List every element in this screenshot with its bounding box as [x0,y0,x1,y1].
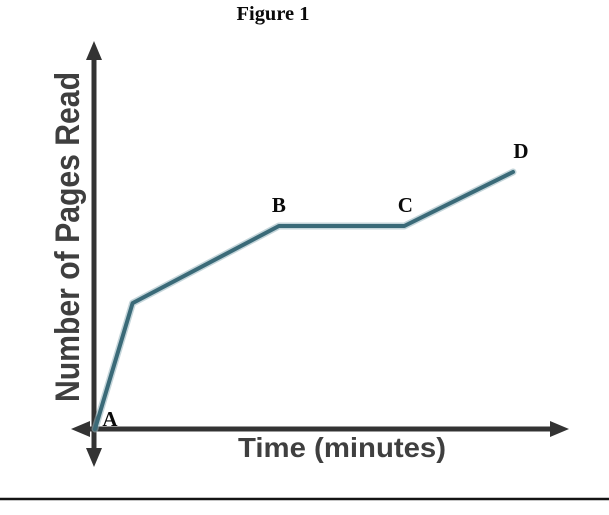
point-label-B: B [272,193,286,217]
x-axis [71,421,569,437]
y-axis-arrow-down-icon [86,448,102,467]
x-axis-arrow-right-icon [550,421,569,437]
y-axis-arrow-up-icon [86,41,102,60]
point-label-A: A [102,407,118,431]
y-axis [86,41,102,467]
x-axis-arrow-left-icon [71,421,90,437]
reading-curve-halo [91,168,517,433]
figure-title: Figure 1 [237,3,310,25]
reading-curve-line [93,170,515,431]
x-axis-label: Time (minutes) [238,432,446,463]
point-labels: A B C D [102,139,528,431]
reading-curve [91,168,517,433]
point-label-C: C [398,193,413,217]
y-axis-label: Number of Pages Read [49,72,87,402]
point-label-D: D [513,139,528,163]
